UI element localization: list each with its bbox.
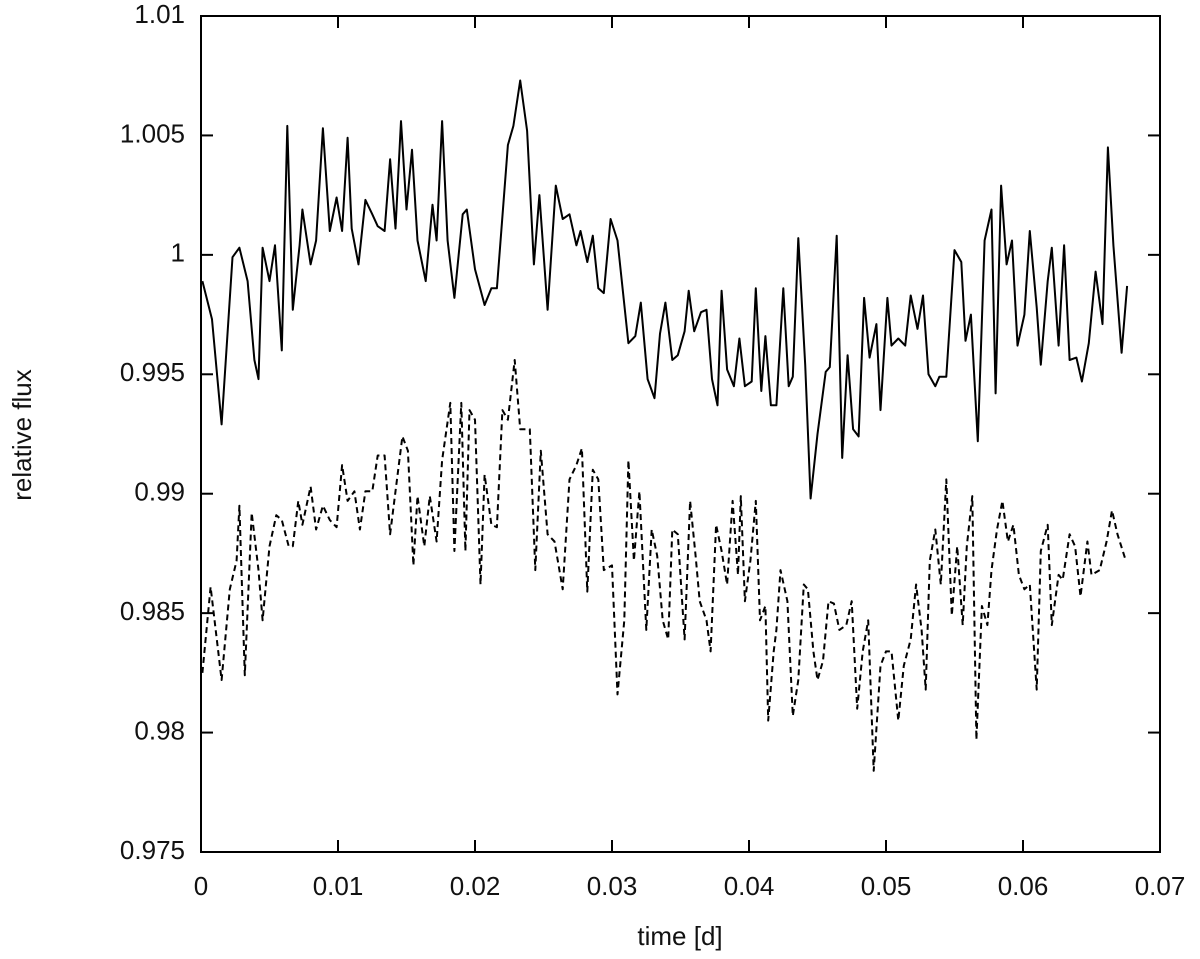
series-line xyxy=(201,359,1127,772)
x-tick-label: 0.04 xyxy=(724,871,775,901)
y-tick-label: 0.995 xyxy=(120,357,185,387)
y-tick-label: 1.005 xyxy=(120,118,185,148)
y-tick-label: 0.985 xyxy=(120,596,185,626)
x-tick-label: 0 xyxy=(194,871,208,901)
x-tick-label: 0.03 xyxy=(587,871,638,901)
y-axis-label: relative flux xyxy=(7,369,37,501)
y-tick-label: 1 xyxy=(171,238,185,268)
x-tick-label: 0.06 xyxy=(998,871,1049,901)
y-tick-label: 1.01 xyxy=(134,0,185,29)
x-tick-label: 0.05 xyxy=(861,871,912,901)
y-tick-label: 0.99 xyxy=(134,477,185,507)
x-tick-label: 0.02 xyxy=(450,871,501,901)
x-tick-label: 0.01 xyxy=(313,871,364,901)
y-tick-label: 0.975 xyxy=(120,835,185,865)
x-axis-label: time [d] xyxy=(637,921,722,951)
series-line xyxy=(201,79,1129,500)
x-tick-label: 0.07 xyxy=(1135,871,1186,901)
y-tick-label: 0.98 xyxy=(134,715,185,745)
plot-frame xyxy=(200,15,1161,853)
